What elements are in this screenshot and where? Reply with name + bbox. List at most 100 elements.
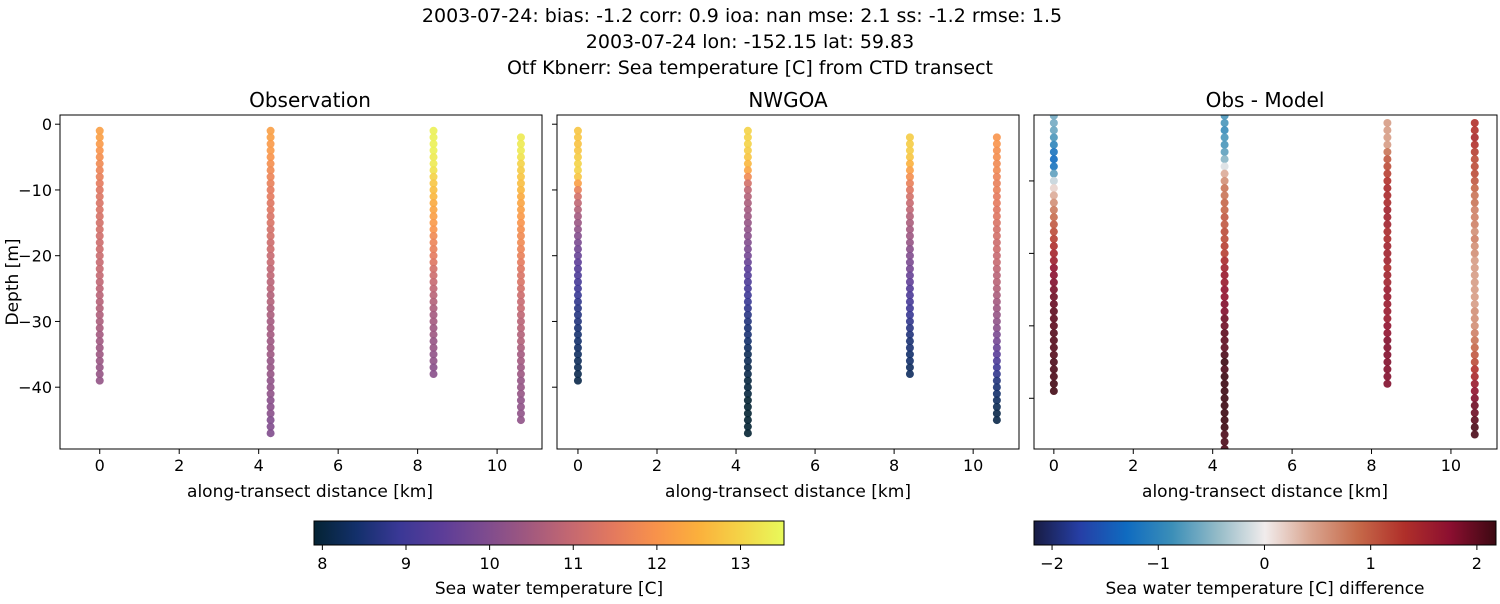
data-point — [1470, 387, 1479, 396]
data-point — [573, 297, 582, 306]
data-point — [905, 238, 914, 247]
colorbar-gradient — [313, 520, 785, 546]
data-point — [1383, 242, 1392, 251]
data-point — [1049, 126, 1058, 135]
data-point — [1049, 155, 1058, 164]
data-point — [1049, 249, 1058, 258]
data-point — [905, 258, 914, 267]
data-point — [1220, 278, 1229, 287]
data-point — [1049, 176, 1058, 185]
data-point — [516, 389, 525, 398]
colorbar-label: Sea water temperature [C] — [435, 579, 663, 599]
data-point — [95, 251, 104, 260]
data-point — [743, 383, 752, 392]
data-point — [743, 429, 752, 438]
data-point — [992, 159, 1001, 168]
data-point — [429, 330, 438, 339]
data-point — [429, 324, 438, 333]
data-point — [573, 205, 582, 214]
data-point — [266, 416, 275, 425]
data-point — [266, 139, 275, 148]
data-point — [992, 199, 1001, 208]
data-point — [1470, 126, 1479, 135]
data-point — [1383, 271, 1392, 280]
data-point — [992, 153, 1001, 162]
colorbar-tick-label: 10 — [479, 554, 499, 573]
y-tick-label: −40 — [18, 378, 52, 397]
data-point — [95, 231, 104, 240]
data-point — [905, 251, 914, 260]
data-point — [573, 159, 582, 168]
data-point — [516, 402, 525, 411]
data-point — [905, 278, 914, 286]
data-point — [573, 376, 582, 385]
data-point — [266, 356, 275, 365]
data-point — [743, 350, 752, 359]
data-point — [905, 337, 914, 346]
data-point — [1470, 329, 1479, 338]
data-point — [429, 251, 438, 260]
data-point — [743, 159, 752, 168]
colorbar-label: Sea water temperature [C] difference — [1105, 579, 1424, 599]
x-tick-label: 8 — [889, 456, 899, 475]
data-point — [992, 317, 1001, 326]
data-point — [992, 172, 1001, 181]
data-point — [905, 363, 914, 372]
data-point — [516, 153, 525, 162]
data-point — [743, 153, 752, 162]
data-point — [266, 402, 275, 411]
data-point — [992, 166, 1001, 175]
data-point — [266, 396, 275, 405]
data-point — [429, 126, 438, 135]
data-point — [1220, 423, 1229, 432]
data-point — [743, 251, 752, 260]
data-point — [573, 225, 582, 234]
data-point — [1383, 184, 1392, 193]
data-point — [743, 139, 752, 148]
panel-title: Obs - Model — [1206, 88, 1325, 112]
data-point — [1383, 205, 1392, 214]
data-point — [1049, 234, 1058, 243]
data-point — [743, 356, 752, 365]
panel-nwgoa: NWGOA along-transect distance [km] 0 2 4 6 8… — [552, 88, 1020, 502]
colorbar-tick-label: −1 — [1146, 554, 1170, 573]
data-point — [992, 139, 1001, 148]
data-point — [1383, 379, 1392, 388]
data-point — [1220, 437, 1229, 446]
data-point — [992, 343, 1001, 352]
x-axis-label: along-transect distance [km] — [1142, 482, 1388, 502]
data-point — [1383, 234, 1392, 243]
data-point — [1383, 256, 1392, 265]
data-point — [743, 231, 752, 240]
data-point — [1049, 271, 1058, 280]
data-point — [516, 146, 525, 155]
data-point — [992, 416, 1001, 425]
data-point — [573, 172, 582, 181]
data-point — [516, 225, 525, 234]
colorbar-tick-label: 13 — [730, 554, 750, 573]
data-point — [516, 199, 525, 208]
data-point — [743, 278, 752, 286]
data-point — [992, 185, 1001, 194]
data-point — [1470, 321, 1479, 330]
data-point — [1470, 394, 1479, 403]
data-point — [1049, 263, 1058, 272]
data-point — [1220, 169, 1229, 178]
data-point — [1383, 300, 1392, 309]
data-point — [992, 271, 1001, 280]
data-point — [1049, 256, 1058, 265]
data-point — [1220, 271, 1229, 280]
y-tick-label: 0 — [42, 115, 52, 134]
data-point — [429, 205, 438, 214]
data-point — [1220, 191, 1229, 200]
data-point — [573, 343, 582, 352]
data-point — [1470, 263, 1479, 272]
data-point — [573, 153, 582, 162]
data-point — [573, 304, 582, 313]
data-point — [1220, 372, 1229, 381]
data-point — [1220, 336, 1229, 345]
data-point — [266, 324, 275, 333]
data-point — [429, 284, 438, 293]
x-tick-label: 10 — [963, 456, 983, 475]
data-point — [1470, 234, 1479, 243]
